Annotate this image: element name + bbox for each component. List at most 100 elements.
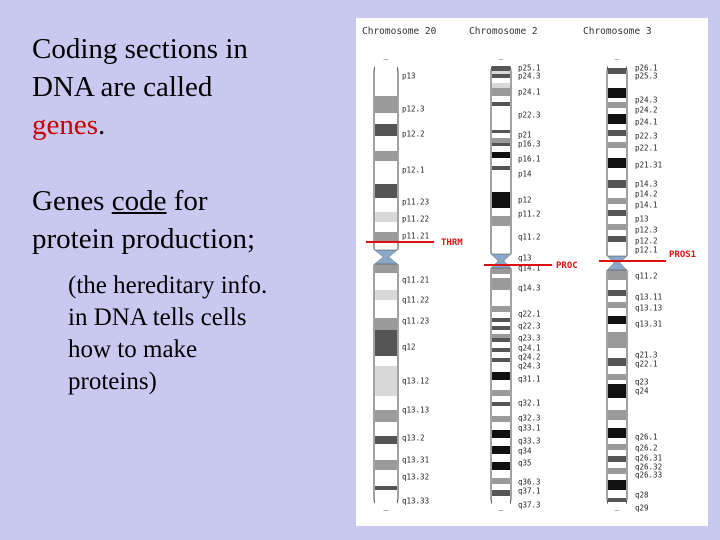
chromosome-band — [375, 232, 397, 242]
chromosome-band — [608, 332, 626, 348]
chromosome-band — [492, 66, 510, 71]
chromosome-band — [608, 98, 626, 102]
chromosome-band — [492, 192, 510, 208]
band-label: p14 — [518, 170, 532, 179]
chromosome-band — [608, 270, 626, 280]
band-label: p25.3 — [635, 72, 658, 81]
chromosome-band — [492, 454, 510, 462]
chromosome-band — [608, 204, 626, 210]
chromosome-band — [608, 114, 626, 124]
band-label: q23 — [635, 378, 649, 387]
band-label: p11.22 — [402, 215, 429, 224]
band-label: q22.1 — [635, 360, 658, 369]
genes-word: genes — [32, 109, 99, 141]
band-label: q13.2 — [402, 434, 425, 443]
chromosome-band — [608, 124, 626, 130]
genes-code-start: Genes — [32, 185, 112, 217]
chromosome-band — [492, 130, 510, 133]
band-label: q33.1 — [518, 424, 541, 433]
chromosome-band — [492, 290, 510, 306]
centromere-notch — [606, 255, 614, 271]
chromosome-band — [608, 188, 626, 198]
chromosome-band — [608, 290, 626, 296]
chromosome-band — [608, 60, 626, 68]
chromosome-band — [375, 486, 397, 490]
chromosome-band — [492, 102, 510, 106]
chromosome-band — [375, 124, 397, 136]
band-label: p22.3 — [518, 111, 541, 120]
band-label: p12.1 — [635, 246, 658, 255]
chromosome-band — [492, 216, 510, 226]
band-label: q26.31 — [635, 454, 662, 463]
chromosome-band — [608, 210, 626, 216]
chromosome-band — [492, 446, 510, 454]
chromosome-band — [375, 444, 397, 460]
chromosome-band — [492, 422, 510, 430]
chromosome-band — [608, 474, 626, 480]
band-label: p12.3 — [402, 105, 425, 114]
band-label: q11.2 — [635, 272, 658, 281]
chromosome-band — [375, 330, 397, 356]
intro-line-1: Coding sections in — [32, 33, 248, 65]
chromosome-band — [608, 480, 626, 490]
chromosome-band — [492, 208, 510, 216]
intro-text: Coding sections in DNA are called genes. — [32, 30, 342, 144]
chromosome-band — [375, 60, 397, 88]
chromosome-band — [608, 384, 626, 398]
chromosome-band — [608, 230, 626, 236]
chromosome-band — [492, 358, 510, 362]
chromosome-band — [608, 324, 626, 332]
band-label: q33.3 — [518, 437, 541, 446]
chromosome-band — [375, 366, 397, 396]
slide-text: Coding sections in DNA are called genes.… — [32, 30, 342, 398]
chromosome-band — [608, 158, 626, 168]
chromosome-band — [608, 366, 626, 374]
chromosome-band — [492, 396, 510, 402]
chromosome-band — [492, 416, 510, 422]
band-label: q34 — [518, 447, 532, 456]
chromosome-band — [608, 296, 626, 302]
band-label: p24.1 — [518, 88, 541, 97]
chromosome-band — [492, 372, 510, 380]
chromosome-band — [375, 161, 397, 184]
band-label: p13 — [402, 72, 416, 81]
band-label: q24.2 — [518, 353, 541, 362]
chromosome-band — [608, 380, 626, 384]
chromosome-band — [492, 278, 510, 290]
chromosome-band — [492, 390, 510, 396]
chromosome-band — [492, 406, 510, 416]
band-label: q36.3 — [518, 478, 541, 487]
chromosome-band — [608, 142, 626, 148]
chromosome-band — [608, 358, 626, 366]
chromosome-band — [375, 198, 397, 212]
chromosome-band — [492, 362, 510, 372]
chromosome-band — [492, 318, 510, 322]
chromosome-band — [375, 300, 397, 318]
band-label: p11.21 — [402, 232, 429, 241]
chromosome-band — [608, 68, 626, 74]
chromosome-band — [492, 133, 510, 138]
band-label: p24.1 — [635, 118, 658, 127]
hereditary-line-4: proteins) — [68, 368, 157, 395]
band-label: q14.3 — [518, 284, 541, 293]
band-label: p22.1 — [635, 144, 658, 153]
chromosome-band — [492, 330, 510, 334]
chromosome-band — [608, 130, 626, 136]
band-label: p14.1 — [635, 201, 658, 210]
band-label: q24 — [635, 387, 649, 396]
chromosome-diagram: Chromosome 20p13p12.3p12.2p12.1p11.23p11… — [362, 26, 696, 513]
genes-period: . — [98, 109, 106, 141]
chromosome-band — [608, 348, 626, 358]
centromere-notch — [389, 249, 399, 265]
chromosome-band — [608, 428, 626, 438]
band-label: q26.33 — [635, 471, 662, 480]
chromosome-band — [375, 470, 397, 486]
genes-code-text: Genes code for protein production; — [32, 182, 342, 258]
band-label: q28 — [635, 491, 649, 500]
chromosome-band — [375, 318, 397, 330]
band-label: q26.2 — [635, 444, 658, 453]
chromosome-band — [492, 265, 510, 274]
chromosome-band — [492, 338, 510, 342]
band-label: q37.1 — [518, 487, 541, 496]
chromosome-title: Chromosome 20 — [362, 26, 437, 37]
